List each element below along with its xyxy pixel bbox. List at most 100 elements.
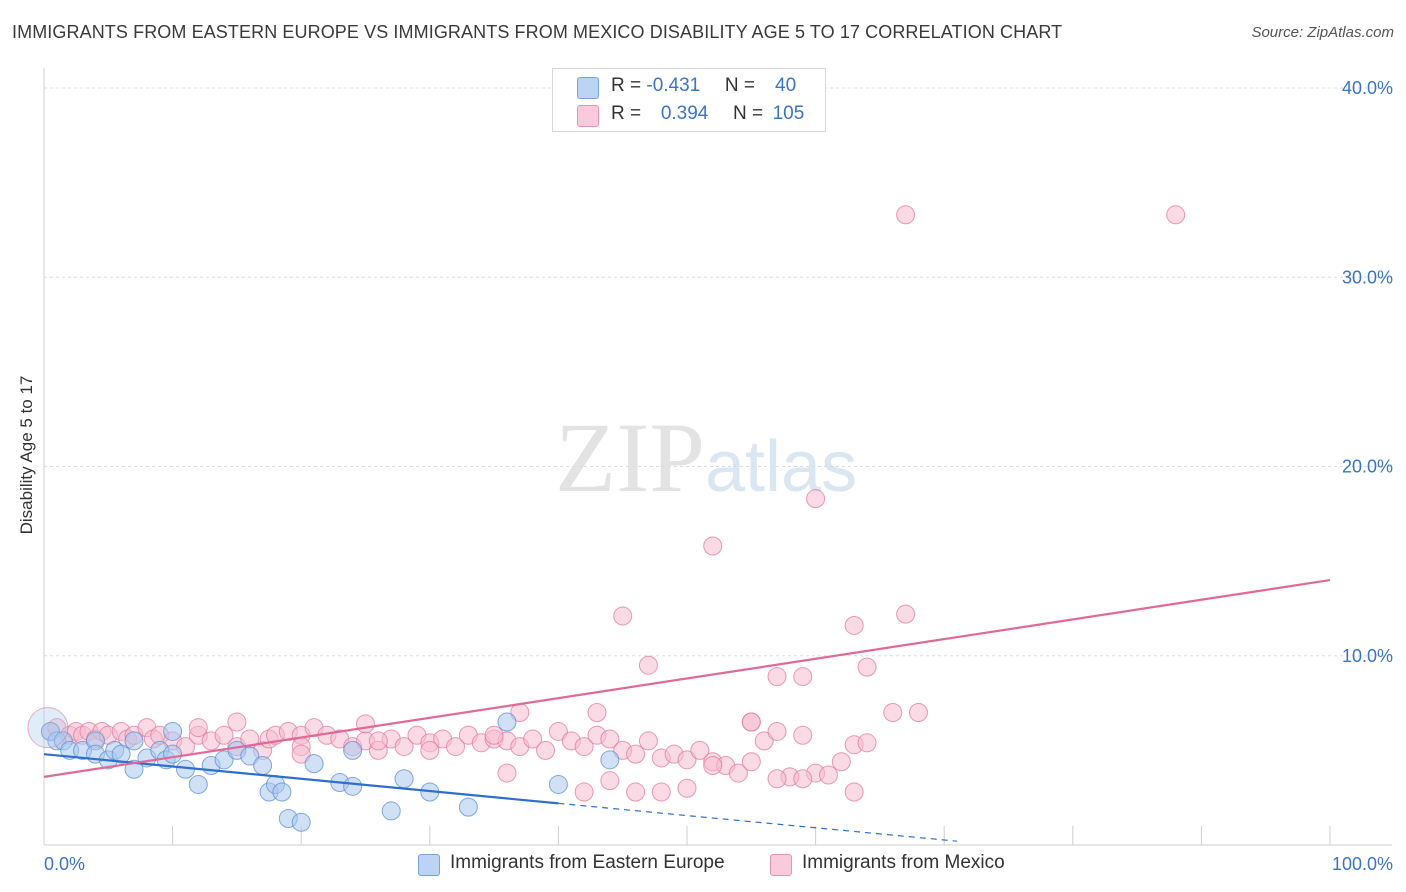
eastern-europe-trendline	[43, 753, 559, 805]
source-label: Source: ZipAtlas.com	[1251, 24, 1394, 41]
eastern-europe-point	[458, 797, 478, 817]
eastern-europe-point	[600, 750, 620, 770]
mexico-point	[356, 714, 375, 734]
mexico-point	[1166, 205, 1186, 225]
mexico-point	[703, 756, 723, 776]
mexico-point	[741, 712, 761, 732]
mexico-point	[574, 782, 594, 802]
eastern-europe-point	[291, 812, 311, 832]
mexico-point	[844, 782, 864, 802]
legend-swatch-blue	[418, 854, 440, 876]
legend-swatch-pink	[577, 105, 599, 127]
y-tick-label: 30.0%	[1342, 267, 1393, 287]
eastern-europe-point	[163, 744, 183, 764]
mexico-point	[446, 737, 466, 757]
mexico-point	[728, 763, 748, 783]
eastern-europe-trendline-extension	[558, 802, 958, 842]
eastern-europe-point	[304, 754, 324, 774]
mexico-point	[214, 725, 234, 745]
mexico-point	[523, 729, 543, 749]
mexico-point	[754, 731, 774, 751]
mexico-point	[600, 771, 620, 791]
legend-stats: R = 0.394 N = 105	[611, 103, 804, 125]
eastern-europe-point	[381, 801, 401, 821]
legend-n-value: 105	[772, 103, 805, 124]
mexico-point	[793, 725, 813, 745]
legend-stats: R = -0.431 N = 40	[611, 75, 796, 97]
mexico-point	[857, 657, 877, 677]
origin-cluster-point	[27, 707, 69, 749]
y-tick-label: 40.0%	[1342, 78, 1393, 98]
mexico-point	[767, 769, 787, 789]
mexico-point	[536, 740, 556, 760]
mexico-point	[818, 765, 838, 785]
mexico-point	[831, 752, 851, 772]
mexico-point	[908, 703, 928, 723]
legend-label: Immigrants from Mexico	[802, 852, 1005, 873]
mexico-point	[484, 725, 504, 745]
legend-swatch-blue	[577, 77, 599, 99]
watermark-zip: ZIP	[555, 402, 705, 513]
mexico-point	[626, 782, 646, 802]
eastern-europe-point	[188, 774, 208, 794]
correlation-legend: R = -0.431 N = 40 R = 0.394 N = 105	[552, 68, 826, 132]
mexico-point	[677, 778, 697, 798]
eastern-europe-point	[548, 774, 568, 794]
y-tick-label: 10.0%	[1342, 646, 1393, 666]
legend-r-value: -0.431	[646, 75, 701, 96]
legend-n-value: 40	[775, 75, 797, 96]
mexico-point	[394, 737, 414, 757]
mexico-point	[227, 712, 247, 732]
legend-r-label: R =	[611, 103, 647, 124]
legend-swatch-pink	[770, 854, 792, 876]
mexico-point	[188, 718, 208, 738]
eastern-europe-point	[272, 782, 292, 802]
legend-r-label: R =	[611, 75, 647, 96]
y-tick-label: 20.0%	[1342, 457, 1393, 477]
eastern-europe-point	[394, 769, 414, 789]
eastern-europe-point	[240, 746, 260, 766]
chart-title: IMMIGRANTS FROM EASTERN EUROPE VS IMMIGR…	[12, 22, 1063, 42]
eastern-europe-point	[163, 721, 183, 741]
mexico-point	[587, 703, 607, 723]
legend-n-label: N =	[732, 103, 769, 124]
legend-n-label: N =	[724, 75, 761, 96]
mexico-point	[793, 769, 813, 789]
eastern-europe-point	[497, 712, 517, 732]
mexico-point	[638, 655, 658, 675]
mexico-point	[741, 752, 761, 772]
eastern-europe-point	[214, 750, 234, 770]
mexico-point	[896, 604, 916, 624]
mexico-point	[638, 731, 658, 751]
mexico-point	[883, 703, 903, 723]
eastern-europe-point	[343, 776, 363, 796]
mexico-point	[857, 733, 877, 753]
x-tick-label: 0.0%	[44, 854, 85, 874]
mexico-point	[844, 615, 864, 635]
mexico-point	[368, 731, 388, 751]
mexico-point	[626, 744, 646, 764]
mexico-point	[767, 667, 787, 687]
mexico-point	[548, 721, 568, 741]
mexico-point	[767, 721, 787, 741]
mexico-point	[574, 737, 594, 757]
mexico-point	[600, 729, 620, 749]
mexico-point	[703, 536, 723, 556]
mexico-point	[613, 606, 633, 626]
legend-r-value: 0.394	[660, 103, 709, 124]
mexico-point	[690, 740, 710, 760]
mexico-point	[291, 744, 311, 764]
mexico-point	[420, 740, 440, 760]
mexico-point	[896, 205, 916, 225]
eastern-europe-point	[343, 740, 363, 760]
legend-label: Immigrants from Eastern Europe	[450, 852, 725, 873]
mexico-point	[677, 750, 697, 770]
x-tick-label: 100.0%	[1332, 854, 1393, 874]
mexico-point	[651, 782, 671, 802]
mexico-point	[806, 489, 826, 509]
mexico-trendline	[43, 578, 1331, 778]
mexico-point	[793, 667, 813, 687]
eastern-europe-point	[253, 756, 273, 776]
eastern-europe-point	[124, 731, 144, 751]
